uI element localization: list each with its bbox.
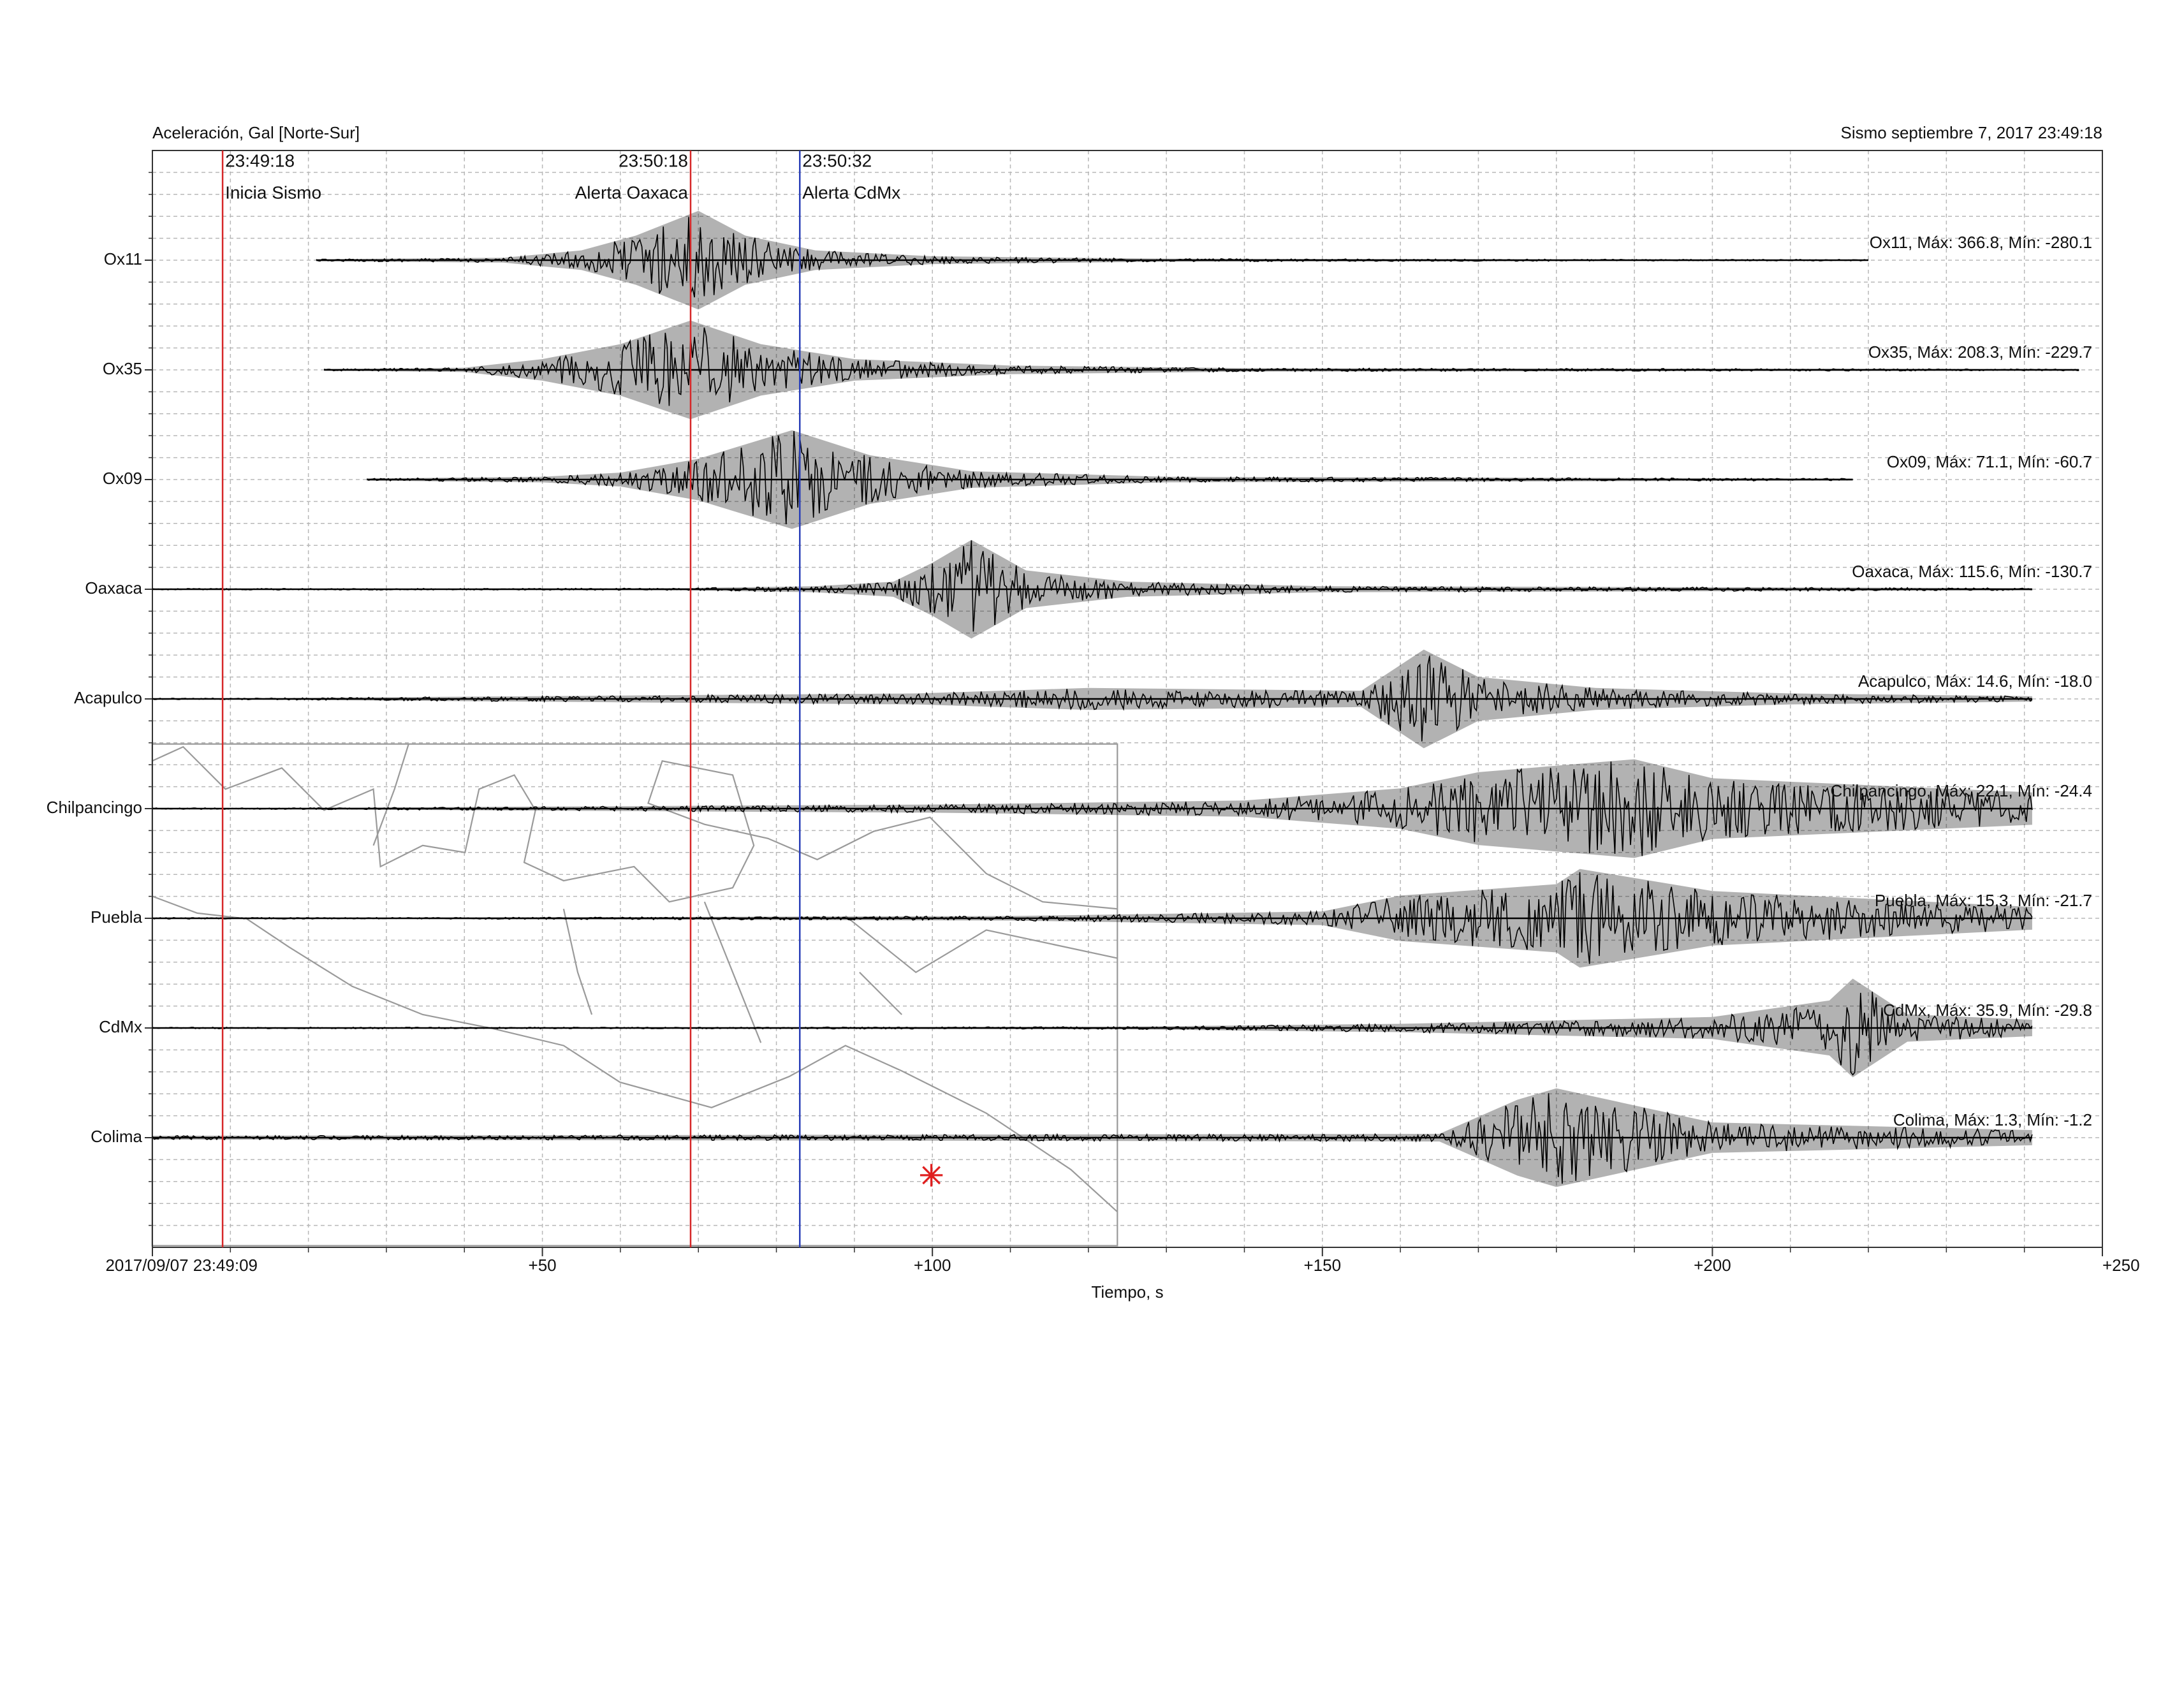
x-tick-label: 2017/09/07 23:49:09 [105, 1256, 258, 1275]
event-label: Alerta Oaxaca [575, 182, 689, 202]
trace-label: Chilpancingo, Máx: 22.1, Mín: -24.4 [1831, 781, 2092, 800]
trace-name: Ox09 [103, 469, 142, 488]
trace-label: Acapulco, Máx: 14.6, Mín: -18.0 [1858, 672, 2092, 691]
trace-name: Ox11 [104, 249, 142, 268]
x-tick-label: +150 [1304, 1256, 1342, 1275]
trace-name: Puebla [91, 907, 142, 927]
x-tick-label: +100 [914, 1256, 951, 1275]
map-coast [152, 895, 1118, 1213]
trace-label: Ox35, Máx: 208.3, Mín: -229.7 [1868, 342, 2092, 362]
event-label: Alerta CdMx [802, 182, 900, 202]
trace-name: Colima [91, 1127, 142, 1146]
chart-subtitle: Sismo septiembre 7, 2017 23:49:18 [1841, 123, 2102, 142]
trace-label: Ox11, Máx: 366.8, Mín: -280.1 [1870, 233, 2092, 252]
trace-name: Chilpancingo [47, 798, 142, 817]
trace-label: Ox09, Máx: 71.1, Mín: -60.7 [1887, 452, 2092, 471]
map-borders [152, 745, 1118, 910]
x-tick-label: +200 [1694, 1256, 1731, 1275]
event-time: 23:50:32 [802, 150, 872, 170]
event-time: 23:50:18 [619, 150, 688, 170]
event-label: Inicia Sismo [225, 182, 321, 202]
trace-label: Colima, Máx: 1.3, Mín: -1.2 [1893, 1110, 2092, 1129]
trace-label: Oaxaca, Máx: 115.6, Mín: -130.7 [1852, 562, 2092, 581]
event-time: 23:49:18 [225, 150, 295, 170]
trace-name: Oaxaca [85, 578, 142, 598]
trace-name: Acapulco [74, 688, 142, 707]
x-axis-label: Tiempo, s [1091, 1282, 1163, 1302]
x-tick-label: +250 [2102, 1256, 2140, 1275]
plot-area: 2017/09/07 23:49:09 +50 +100 +150 +200 +250 Ox… [47, 150, 2140, 1275]
x-tick-label: +50 [529, 1256, 557, 1275]
trace-name: Ox35 [103, 359, 142, 378]
chart-title: Aceleración, Gal [Norte-Sur] [152, 123, 360, 142]
trace-label: CdMx, Máx: 35.9, Mín: -29.8 [1883, 1001, 2092, 1020]
trace-label: Puebla, Máx: 15.3, Mín: -21.7 [1875, 891, 2092, 910]
epicenter-marker [920, 1164, 943, 1187]
trace-name: CdMx [99, 1017, 142, 1036]
map-borders [372, 744, 1118, 1043]
